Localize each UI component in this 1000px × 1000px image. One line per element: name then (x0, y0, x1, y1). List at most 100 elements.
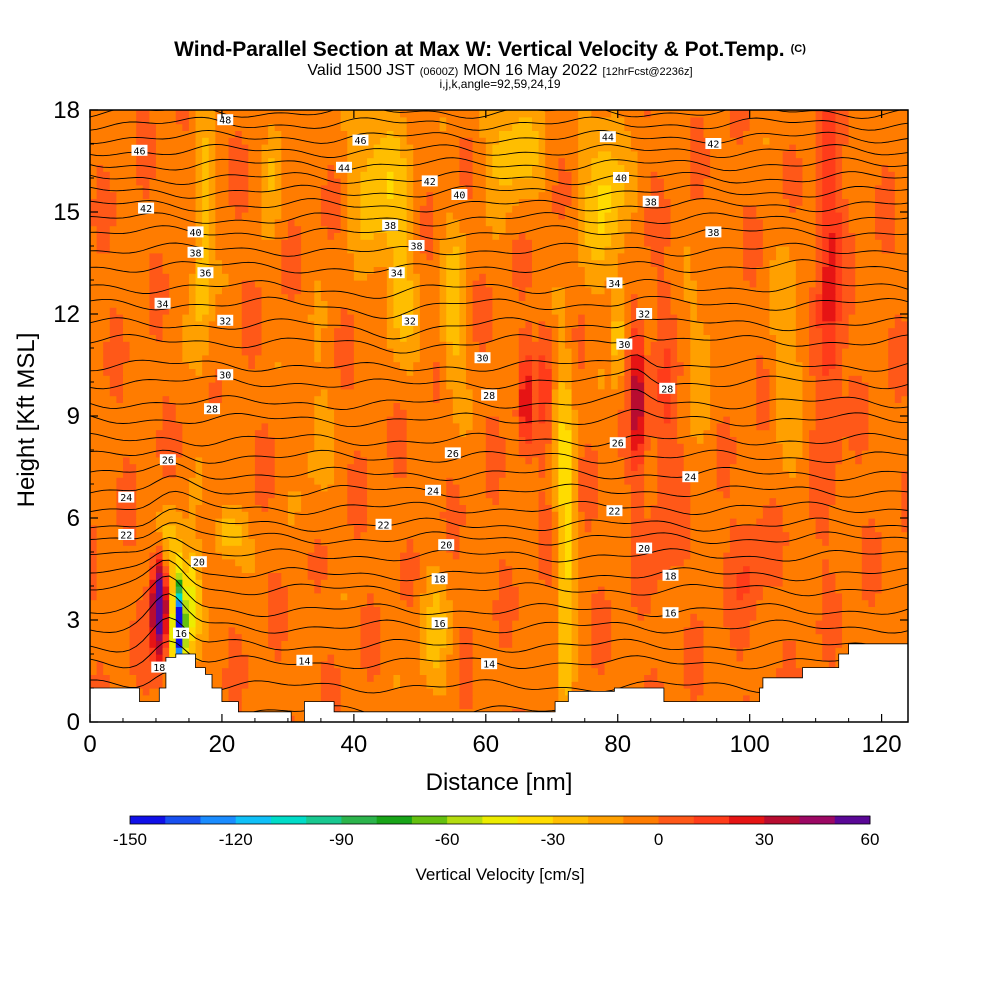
velocity-cell (479, 348, 487, 356)
velocity-cell (314, 395, 329, 403)
velocity-cell (624, 477, 645, 485)
velocity-cell (551, 531, 559, 539)
velocity-cell (670, 416, 678, 424)
velocity-cell (419, 565, 428, 573)
velocity-cell (531, 409, 540, 417)
velocity-cell (367, 497, 447, 505)
velocity-cell (334, 341, 355, 349)
velocity-cell (155, 511, 183, 519)
velocity-cell (340, 694, 461, 703)
velocity-cell (136, 518, 157, 526)
velocity-cell (558, 368, 573, 376)
velocity-cell (525, 232, 579, 240)
velocity-cell (875, 599, 908, 607)
isentrope-line (90, 259, 908, 274)
velocity-cell (683, 626, 705, 635)
velocity-cell (683, 252, 691, 261)
velocity-cell (564, 511, 573, 519)
velocity-cell (795, 320, 810, 329)
velocity-cell (842, 286, 856, 295)
velocity-cell (162, 504, 177, 512)
velocity-cell (531, 429, 553, 437)
velocity-cell (822, 218, 843, 227)
velocity-cell (96, 239, 111, 247)
velocity-cell (162, 633, 170, 641)
velocity-cell (564, 558, 573, 567)
velocity-cell (419, 273, 441, 281)
velocity-cell (202, 184, 210, 193)
velocity-cell (406, 157, 414, 165)
velocity-cell (835, 348, 843, 356)
velocity-cell (386, 450, 408, 458)
velocity-cell (90, 252, 150, 261)
velocity-cell (413, 599, 421, 607)
x-axis-label: Distance [nm] (426, 769, 573, 796)
isentrope-line (90, 522, 908, 546)
velocity-cell (644, 212, 672, 220)
velocity-cell (446, 361, 467, 369)
velocity-cell (90, 144, 137, 152)
velocity-cell (802, 450, 810, 458)
velocity-cell (90, 334, 111, 342)
velocity-cell (340, 307, 348, 315)
velocity-cell (690, 341, 711, 349)
velocity-cell (901, 477, 908, 485)
velocity-cell (650, 599, 724, 607)
velocity-cell (782, 504, 810, 512)
velocity-cell (670, 205, 744, 213)
velocity-cell (677, 348, 691, 356)
velocity-cell (630, 218, 645, 227)
velocity-cell (386, 178, 395, 186)
velocity-cell (564, 565, 573, 573)
velocity-cell (815, 191, 823, 199)
velocity-cell (472, 647, 559, 655)
velocity-cell (597, 450, 619, 458)
velocity-cell (202, 558, 236, 567)
velocity-cell (703, 191, 784, 199)
velocity-cell (743, 259, 764, 267)
velocity-cell (690, 327, 705, 335)
velocity-cell (96, 579, 150, 587)
velocity-cell (301, 504, 348, 512)
terrain-polygon (90, 643, 908, 722)
velocity-cell (538, 150, 546, 159)
velocity-cell (439, 300, 447, 308)
velocity-cell (828, 232, 837, 240)
velocity-cell (90, 531, 98, 539)
velocity-cell (894, 205, 908, 213)
velocity-cell (274, 456, 309, 465)
velocity-cell (769, 497, 777, 505)
velocity-cell (215, 171, 230, 179)
velocity-cell (406, 456, 487, 465)
velocity-cell (439, 368, 447, 376)
velocity-cell (630, 511, 645, 519)
velocity-cell (835, 198, 850, 206)
contour-label: 26 (162, 456, 174, 467)
velocity-cell (155, 613, 164, 621)
velocity-cell (195, 511, 223, 519)
velocity-cell (452, 477, 487, 485)
velocity-cell (109, 239, 197, 247)
velocity-cell (505, 218, 579, 227)
contour-label: 24 (427, 486, 439, 497)
velocity-cell (663, 694, 691, 703)
velocity-cell (538, 456, 546, 465)
velocity-cell (842, 361, 889, 369)
velocity-cell (716, 470, 731, 478)
velocity-cell (281, 130, 348, 138)
velocity-cell (848, 110, 908, 118)
velocity-cell (439, 327, 447, 335)
velocity-cell (571, 531, 579, 539)
velocity-cell (551, 205, 566, 213)
velocity-cell (848, 382, 870, 390)
velocity-cell (202, 191, 210, 199)
velocity-cell (367, 456, 395, 465)
velocity-cell (472, 422, 487, 431)
velocity-cell (789, 246, 817, 254)
velocity-cell (307, 558, 329, 567)
velocity-cell (690, 191, 705, 199)
velocity-cell (393, 354, 421, 363)
velocity-cell (663, 688, 691, 696)
velocity-cell (254, 565, 309, 573)
velocity-cell (835, 137, 850, 145)
